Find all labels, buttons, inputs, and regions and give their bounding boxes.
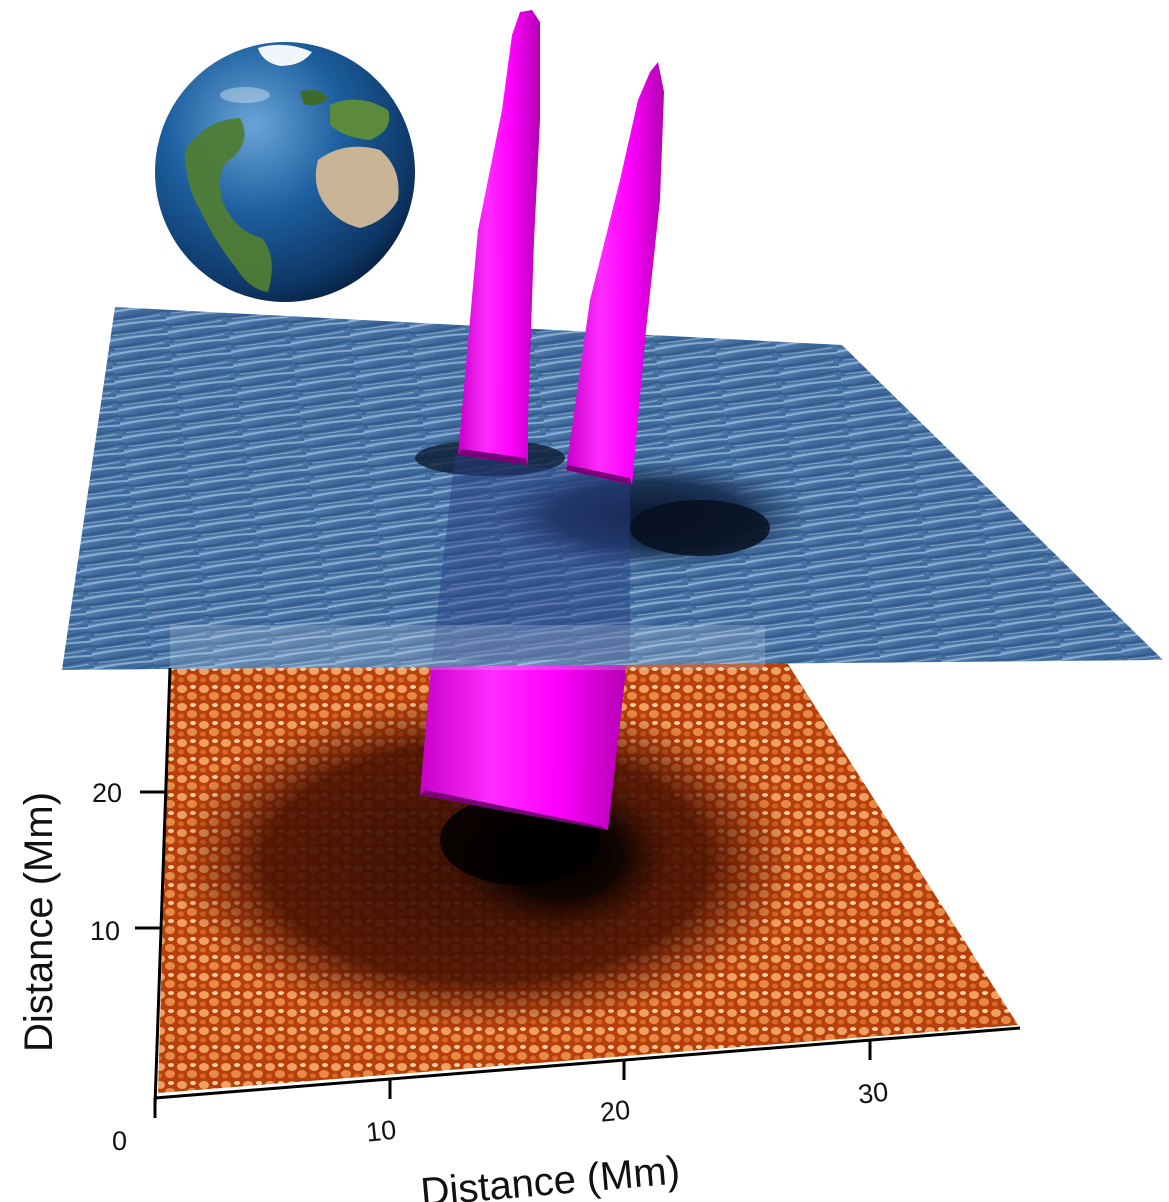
flux-tube-left-spire [458, 10, 540, 465]
y-tick-label-10: 10 [90, 916, 120, 946]
chromosphere-layer [62, 307, 1163, 670]
flux-tube-right-spire [566, 62, 664, 485]
y-axis-label: Distance (Mm) [17, 792, 61, 1052]
x-tick-label-0: 0 [112, 1126, 127, 1156]
photosphere-layer [158, 628, 1018, 1093]
x-tick-label-10: 10 [365, 1115, 398, 1148]
x-axis-label: Distance (Mm) [419, 1148, 682, 1202]
x-tick-label-20: 20 [599, 1095, 632, 1128]
earth-globe-icon [155, 42, 415, 302]
y-tick-label-20: 20 [92, 778, 122, 808]
x-axis [153, 1026, 1021, 1118]
flux-tube-trunk [420, 652, 628, 830]
y-axis [135, 667, 172, 1106]
x-tick-label-30: 30 [857, 1077, 890, 1110]
